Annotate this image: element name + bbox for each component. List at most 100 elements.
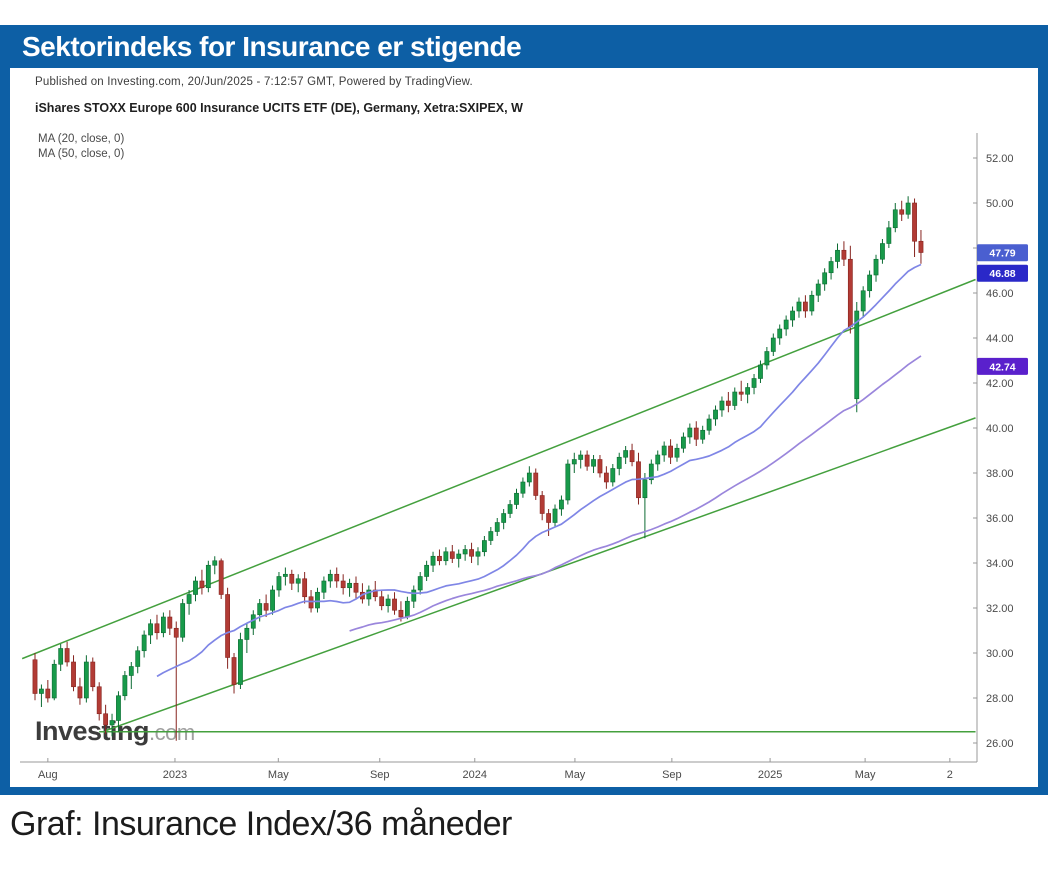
candle-body [494,522,500,532]
candle-body [456,553,462,559]
candle-body [334,573,340,582]
candle-body [591,459,596,467]
candle-body [533,472,539,496]
x-tick-label: May [855,769,876,781]
candle-body [238,639,243,685]
y-tick-label: 34.00 [986,558,1014,570]
candle-body [32,659,38,694]
candle-body [912,202,917,242]
channel-upper [21,278,976,660]
x-tick-label: 2025 [758,769,782,781]
candle-body [642,479,648,499]
candle-body [758,364,763,379]
candle-body [687,427,693,438]
candle-body [295,578,301,584]
candle-body [681,436,686,449]
candle-body [218,560,224,595]
candle-body [661,445,667,456]
candle-body [282,573,288,577]
ma50-value-badge-label: 42.74 [989,361,1015,373]
candle-body [700,429,706,440]
x-tick-label: May [268,769,289,781]
candle-body [404,600,410,618]
candle-body [302,578,308,598]
candle-body [770,337,776,352]
candle-body [385,598,391,607]
candle-body [231,657,237,685]
candle-body [514,492,519,505]
x-tick-label: May [565,769,586,781]
x-tick-label: 2 [947,769,953,781]
candle-body [321,580,327,593]
x-tick-label: Aug [38,769,58,781]
candle-body [366,589,372,600]
candle-body [212,560,218,566]
ma20-line [156,263,922,678]
candle-body [835,249,840,262]
candle-body [668,445,673,458]
candle-body [777,328,783,339]
candle-body [847,258,853,328]
title-band: Sektorindeks for Insurance er stigende [0,25,1048,68]
x-tick-label: Sep [662,769,682,781]
candle-body [340,580,346,589]
candle-body [379,596,385,607]
chart-panel: Published on Investing.com, 20/Jun/2025 … [10,68,1038,787]
candle-body [552,508,558,523]
candle-body [58,648,64,665]
candle-body [648,463,654,481]
candle-body [186,594,192,604]
candle-body [854,310,860,400]
candle-body [713,409,718,420]
candle-body [430,555,436,566]
candle-body [738,391,744,395]
y-tick-label: 32.00 [986,603,1014,615]
candle-body [674,447,680,458]
candle-body [693,427,699,440]
candle-body [122,675,128,697]
candle-body [559,499,564,510]
y-tick-label: 46.00 [986,288,1014,300]
chart-frame: Sektorindeks for Insurance er stigende P… [0,25,1048,795]
candle-body [719,400,725,411]
y-tick-label: 30.00 [986,648,1014,660]
y-tick-label: 26.00 [986,738,1014,750]
ma20-value-badge [977,264,1028,282]
candle-body [629,450,635,463]
candle-body [398,609,404,618]
candle-body [539,495,545,514]
candle-body [443,551,449,562]
candle-body [411,589,417,602]
y-tick-label: 40.00 [986,423,1014,435]
chart-caption: Graf: Insurance Index/36 måneder [10,805,512,843]
candle-body [571,459,577,465]
candle-body [90,661,96,688]
candle-body [905,202,911,215]
candle-body [353,582,359,593]
candle-body [706,418,712,431]
candle-body [263,603,269,611]
candle-body [148,623,153,636]
candle-body [180,603,186,638]
ma50-line [349,355,922,632]
candle-body [841,249,847,260]
candle-body [880,243,885,260]
candle-body [790,310,795,321]
candle-body [481,540,487,553]
y-tick-label: 52.00 [986,153,1014,165]
candle-body [167,616,173,629]
candle-body [71,661,76,688]
candle-body [449,551,455,559]
candle-body [135,650,141,667]
candle-body [244,627,250,640]
instrument-line: iShares STOXX Europe 600 Insurance UCITS… [35,101,523,115]
last-price-badge-label: 47.79 [989,248,1015,260]
candle-body [783,319,789,330]
candle-body [270,589,275,611]
candle-body [45,688,51,699]
candle-body [289,573,295,584]
candle-body [462,549,468,555]
candle-body [886,227,892,244]
candle-body [520,481,526,494]
page-title: Sektorindeks for Insurance er stigende [22,30,522,62]
